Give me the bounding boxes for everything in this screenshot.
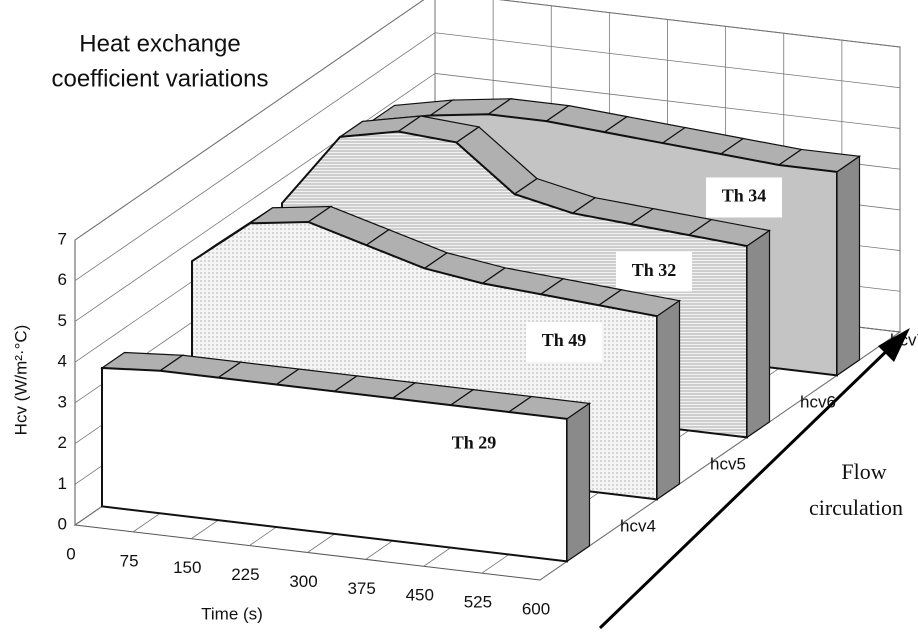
x-tick-label: 150 (173, 558, 201, 577)
x-tick-label: 225 (231, 565, 259, 584)
chart-title: Heat exchange (79, 30, 240, 57)
y-tick-label: 1 (58, 474, 67, 493)
flow-arrow (598, 338, 900, 630)
x-tick-label: 525 (464, 593, 492, 612)
end-face (656, 299, 681, 501)
grid-line (74, 32, 436, 282)
x-tick-label: 0 (66, 544, 75, 563)
annotation: circulation (809, 495, 903, 520)
annotation: Flow (841, 459, 886, 484)
grid-line (74, 0, 425, 241)
label-box (436, 424, 512, 465)
flow-arrowhead (878, 328, 910, 362)
y-tick-label: 2 (58, 433, 67, 452)
end-face (746, 229, 771, 439)
labels: 01234567075150225300375450525600hcv7hcv6… (58, 229, 918, 618)
y-tick-label: 5 (58, 311, 67, 330)
x-tick-label: 600 (522, 599, 550, 618)
label-box (706, 177, 782, 218)
series-label: Th 32 (632, 260, 677, 280)
y-tick-label: 4 (58, 352, 67, 371)
end-face (566, 402, 591, 563)
y-tick-label: 6 (58, 270, 67, 289)
series-label: Th 34 (722, 186, 767, 206)
x-tick-label: 450 (406, 586, 434, 605)
label-box (616, 251, 692, 292)
y-tick-label: 7 (58, 229, 67, 248)
series-layer: Th 34 Th 32 Th 49 Th 29 (100, 98, 862, 563)
x-axis-label: Time (s) (201, 604, 263, 623)
y-tick-label: 3 (58, 392, 67, 411)
x-tick-label: 300 (289, 572, 317, 591)
series-label: Th 49 (542, 330, 587, 350)
y-tick-label: 0 (58, 514, 67, 533)
chart-title: coefficient variations (51, 65, 268, 92)
depth-label: hcv5 (710, 454, 746, 473)
end-face (836, 155, 861, 377)
series-label: Th 29 (452, 433, 497, 453)
grid-line (74, 73, 436, 322)
depth-label: hcv6 (800, 392, 836, 411)
label-box (526, 321, 602, 362)
x-tick-label: 375 (347, 579, 375, 598)
y-axis-label: Hcv (W/m²·°C) (11, 325, 30, 436)
x-tick-label: 75 (120, 551, 139, 570)
depth-label: hcv4 (620, 516, 656, 535)
